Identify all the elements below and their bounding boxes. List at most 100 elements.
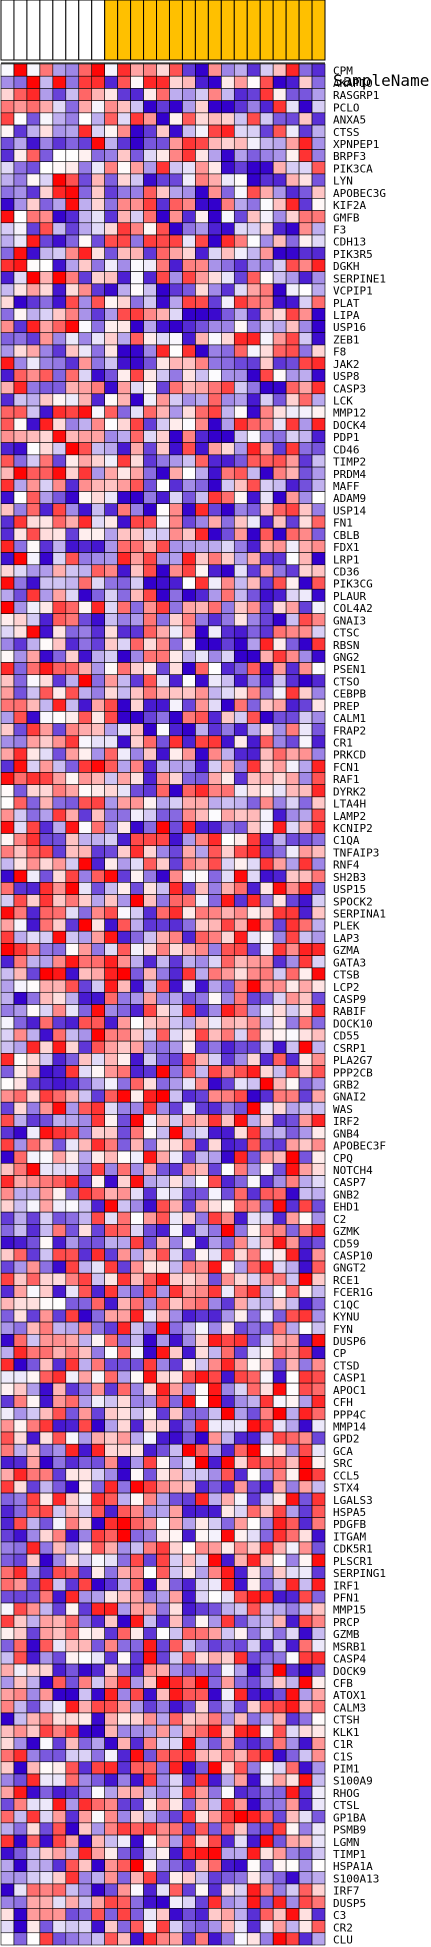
heatmap-cell (246, 1663, 261, 1677)
heatmap-cell (285, 1553, 300, 1567)
heatmap-cell (311, 1272, 326, 1286)
heatmap-cell (208, 100, 222, 114)
heatmap-cell (91, 454, 105, 468)
heatmap-cell (298, 625, 313, 639)
heatmap-cell (78, 1321, 93, 1335)
heatmap-cell (39, 930, 54, 944)
heatmap-cell (39, 112, 54, 126)
heatmap-cell (195, 625, 209, 639)
heatmap-cell (0, 246, 15, 260)
heatmap-cell (65, 1407, 80, 1421)
heatmap-cell (78, 1480, 93, 1494)
heatmap-cell (259, 1053, 274, 1066)
heatmap-cell (195, 1114, 209, 1127)
heatmap-cell (169, 442, 183, 456)
heatmap-cell (0, 1053, 15, 1066)
heatmap-cell (233, 747, 248, 761)
heatmap-cell (130, 1761, 144, 1775)
heatmap-cell (78, 1443, 93, 1457)
heatmap-cell (285, 100, 300, 114)
heatmap-cell (117, 405, 131, 419)
heatmap-cell (104, 1114, 118, 1127)
heatmap-cell (0, 991, 15, 1005)
heatmap-cell (272, 759, 287, 773)
heatmap-cell (311, 1162, 326, 1176)
heatmap-cell (26, 1468, 41, 1482)
heatmap-cell (169, 796, 183, 810)
heatmap-cell (156, 698, 170, 712)
heatmap-cell (298, 772, 313, 785)
heatmap-cell (208, 1138, 222, 1152)
heatmap-cell (246, 1602, 261, 1616)
heatmap-cell (311, 759, 326, 773)
heatmap-cell (169, 149, 183, 163)
heatmap-cell (259, 613, 274, 627)
heatmap-cell (246, 222, 261, 236)
heatmap-cell (311, 491, 326, 505)
heatmap-cell (208, 869, 222, 883)
heatmap-cell (311, 1346, 326, 1360)
heatmap-cell (156, 1236, 170, 1250)
heatmap-cell (78, 393, 93, 407)
heatmap-cell (246, 674, 261, 688)
heatmap-cell (156, 979, 170, 993)
heatmap-cell (130, 552, 144, 566)
heatmap-cell (39, 1798, 54, 1811)
heatmap-cell (13, 1138, 28, 1152)
heatmap-cell (117, 1834, 131, 1848)
heatmap-cell (156, 576, 170, 590)
heatmap-cell (52, 820, 67, 834)
heatmap-cell (65, 723, 80, 737)
heatmap-cell (91, 1761, 105, 1775)
heatmap-cell (259, 979, 274, 993)
heatmap-cell (272, 747, 287, 761)
heatmap-cell (104, 1553, 118, 1567)
heatmap-cell (130, 1077, 144, 1091)
heatmap-cell (233, 1614, 248, 1628)
heatmap-cell (52, 979, 67, 993)
heatmap-cell (259, 1834, 274, 1848)
heatmap-cell (156, 943, 170, 956)
heatmap-cell (311, 1236, 326, 1250)
heatmap-cell (78, 1211, 93, 1225)
heatmap-cell (78, 943, 93, 956)
heatmap-cell (91, 723, 105, 737)
heatmap-cell (208, 1846, 222, 1860)
heatmap-cell (0, 1822, 15, 1836)
heatmap-cell (65, 943, 80, 956)
heatmap-cell (78, 857, 93, 871)
heatmap-cell (156, 1724, 170, 1738)
heatmap-cell (65, 845, 80, 859)
heatmap-cell (221, 320, 235, 334)
heatmap-cell (208, 930, 222, 944)
heatmap-cell (182, 1443, 196, 1457)
gene-label: ZEB1 (333, 333, 360, 346)
heatmap-cell (0, 979, 15, 993)
heatmap-cell (13, 1309, 28, 1323)
heatmap-cell (221, 649, 235, 663)
heatmap-cell (298, 820, 313, 834)
heatmap-cell (169, 1639, 183, 1653)
gene-label: RAF1 (333, 773, 360, 786)
heatmap-cell (0, 112, 15, 126)
heatmap-cell (26, 613, 41, 627)
heatmap-cell (13, 1859, 28, 1873)
heatmap-cell (285, 1920, 300, 1934)
heatmap-cell (156, 442, 170, 456)
heatmap-cell (104, 1859, 118, 1873)
heatmap-cell (246, 271, 261, 285)
heatmap-cell (104, 1468, 118, 1482)
heatmap-cell (221, 979, 235, 993)
heatmap-cell (246, 1932, 261, 1946)
heatmap-cell (221, 1138, 235, 1152)
heatmap-cell (221, 845, 235, 859)
heatmap-cell (117, 454, 131, 468)
heatmap-cell (26, 1737, 41, 1750)
gene-label: GZMK (333, 1225, 360, 1238)
heatmap-cell (143, 1468, 157, 1482)
heatmap-cell (169, 1333, 183, 1347)
heatmap-cell (246, 1712, 261, 1726)
heatmap-cell (246, 1859, 261, 1873)
heatmap-cell (13, 63, 28, 77)
heatmap-cell (143, 833, 157, 847)
